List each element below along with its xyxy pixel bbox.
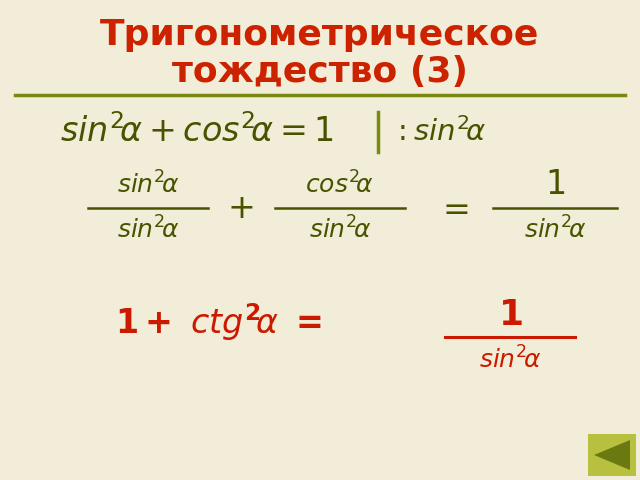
Text: $\mathbf{1 +\ \mathit{ctg}^2\!\mathit{\alpha}\ =}$: $\mathbf{1 +\ \mathit{ctg}^2\!\mathit{\a… — [115, 301, 322, 343]
Text: $\mathit{sin}^2\!\mathit{\alpha}$: $\mathit{sin}^2\!\mathit{\alpha}$ — [479, 347, 541, 373]
Text: $\mathit{sin}^2\!\mathit{\alpha}$: $\mathit{sin}^2\!\mathit{\alpha}$ — [116, 216, 179, 244]
Text: $\mathit{sin}^2\!\mathit{\alpha}$: $\mathit{sin}^2\!\mathit{\alpha}$ — [116, 171, 179, 199]
Text: $=$: $=$ — [436, 192, 468, 225]
Text: $\mathit{sin}^2\!\mathit{\alpha} + \mathit{cos}^2\!\mathit{\alpha} = 1$: $\mathit{sin}^2\!\mathit{\alpha} + \math… — [60, 115, 334, 149]
Text: $\mathit{sin}^2\!\mathit{\alpha}$: $\mathit{sin}^2\!\mathit{\alpha}$ — [308, 216, 371, 244]
Text: Тригонометрическое: Тригонометрическое — [100, 18, 540, 52]
Text: $: \mathit{sin}^2\!\mathit{\alpha}$: $: \mathit{sin}^2\!\mathit{\alpha}$ — [392, 117, 486, 147]
Text: $\mathit{cos}^2\!\mathit{\alpha}$: $\mathit{cos}^2\!\mathit{\alpha}$ — [305, 171, 374, 199]
Text: тождество (3): тождество (3) — [172, 55, 468, 89]
Text: $1$: $1$ — [545, 168, 565, 202]
Text: $\mathit{sin}^2\!\mathit{\alpha}$: $\mathit{sin}^2\!\mathit{\alpha}$ — [524, 216, 586, 244]
Text: $\mathbf{1}$: $\mathbf{1}$ — [498, 298, 522, 332]
FancyBboxPatch shape — [588, 434, 636, 476]
Text: $+$: $+$ — [227, 192, 253, 225]
Polygon shape — [594, 440, 630, 470]
